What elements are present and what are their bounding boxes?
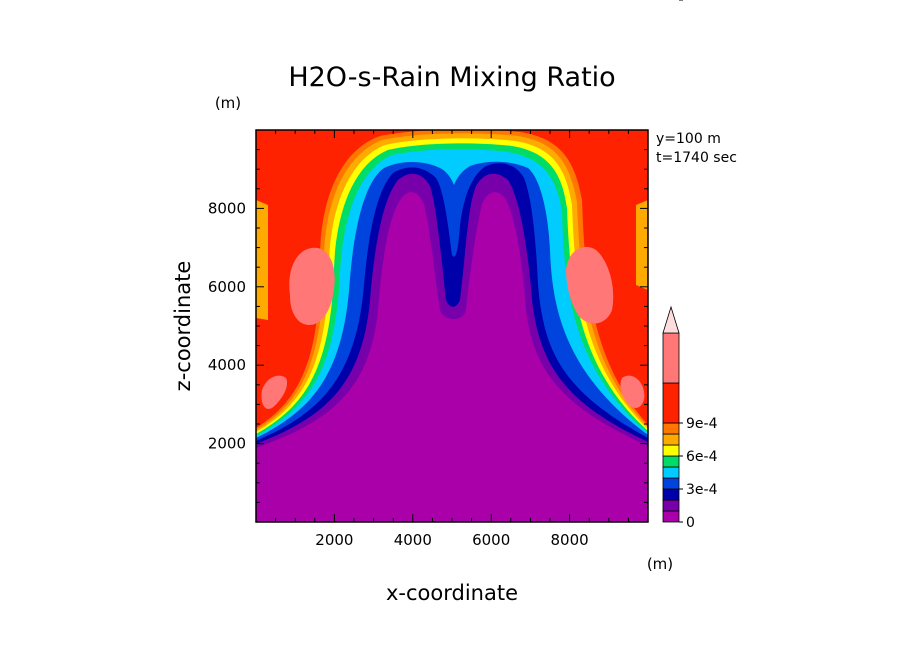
- plot-area: [256, 130, 648, 522]
- y-tick-label: 4000: [208, 356, 246, 374]
- x-tick-label: 4000: [394, 531, 432, 549]
- colorbar-segment: [662, 466, 680, 479]
- colorbar-segment: [662, 444, 680, 457]
- colorbar-tick-labels: 0 3e-4 6e-4 9e-4 0.002: [686, 0, 726, 531]
- pink-patch-lower-right: [620, 375, 645, 409]
- colorbar-tick-label: 9e-4: [686, 416, 718, 432]
- x-unit-label: (m): [647, 555, 673, 573]
- y-axis-ticks: [256, 149, 648, 503]
- orange-edge-right: [636, 200, 648, 290]
- colorbar-segment: [662, 477, 680, 490]
- x-axis-label: x-coordinate: [386, 581, 518, 605]
- annotation-y-position: y=100 m: [656, 131, 721, 147]
- colorbar-extend-arrow: [662, 305, 680, 334]
- x-tick-label: 8000: [551, 531, 589, 549]
- pink-patch-left: [289, 247, 335, 326]
- y-tick-label: 8000: [208, 199, 246, 217]
- pink-patch-lower-left: [261, 375, 288, 409]
- y-tick-label: 6000: [208, 278, 246, 296]
- y-axis-tick-labels: 2000 4000 6000 8000: [208, 199, 246, 452]
- annotation-time: t=1740 sec: [656, 150, 737, 166]
- y-axis-label: z-coordinate: [171, 261, 195, 392]
- x-tick-label: 6000: [472, 531, 510, 549]
- colorbar-segment: [662, 422, 680, 435]
- y-tick-label: 2000: [208, 435, 246, 453]
- colorbar-segment: [662, 488, 680, 501]
- x-axis-tick-labels: 2000 4000 6000 8000: [315, 531, 588, 549]
- colorbar-segment: [662, 332, 680, 384]
- colorbar-segment: [662, 433, 680, 446]
- colorbar: [662, 0, 683, 523]
- x-axis-ticks: [275, 130, 629, 522]
- colorbar-segment: [662, 510, 680, 523]
- colorbar-tick-label: 0: [686, 515, 695, 531]
- colorbar-segment: [662, 455, 680, 468]
- colorbar-tick-label: 6e-4: [686, 449, 718, 465]
- colorbar-tick-label: 3e-4: [686, 482, 718, 498]
- x-tick-label: 2000: [315, 531, 353, 549]
- colorbar-segment: [662, 382, 680, 424]
- colorbar-segment: [662, 499, 680, 512]
- colorbar-tick-label: 0.002: [686, 0, 726, 4]
- pink-patch-right: [566, 246, 614, 324]
- band-magenta-core: [256, 192, 648, 522]
- orange-edge-left: [256, 200, 268, 320]
- y-unit-label: (m): [215, 94, 241, 112]
- chart-title: H2O-s-Rain Mixing Ratio: [288, 62, 615, 93]
